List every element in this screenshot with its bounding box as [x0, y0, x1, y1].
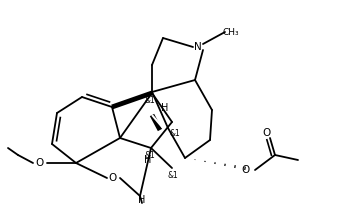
Text: H: H — [138, 195, 146, 205]
Text: O: O — [109, 173, 117, 183]
Text: N: N — [194, 42, 202, 52]
Text: &1: &1 — [170, 129, 181, 138]
Text: &1: &1 — [145, 151, 156, 160]
Text: O: O — [36, 158, 44, 168]
Text: &1: &1 — [168, 171, 179, 180]
Text: O: O — [242, 165, 250, 175]
Text: H: H — [161, 103, 169, 113]
Text: CH₃: CH₃ — [223, 28, 239, 37]
Text: O: O — [263, 128, 271, 138]
Text: &1: &1 — [145, 96, 156, 105]
Text: H: H — [144, 155, 152, 165]
